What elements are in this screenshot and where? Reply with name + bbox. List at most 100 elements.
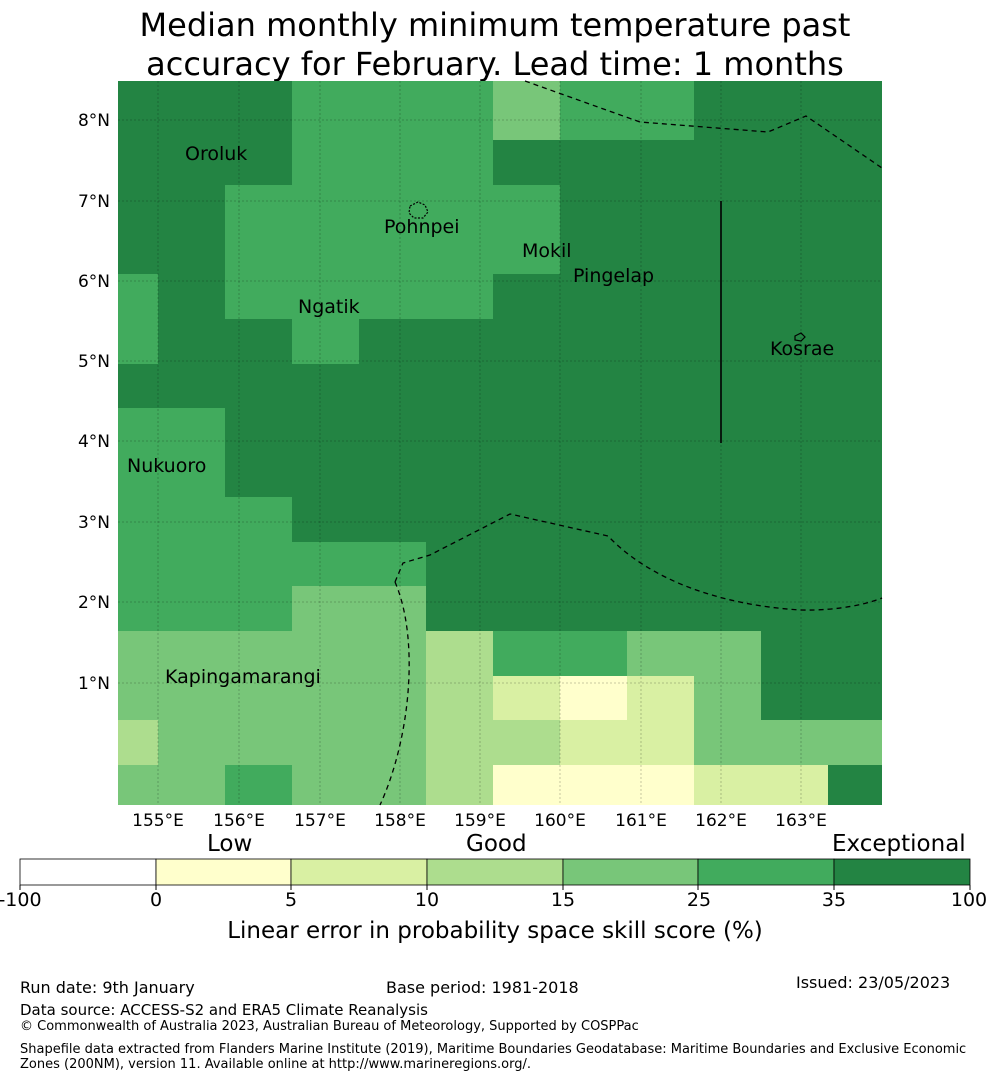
latitude-label: 1°N: [78, 674, 110, 694]
skill-cell: [225, 720, 292, 765]
skill-cell: [292, 631, 359, 676]
skill-cell: [560, 274, 627, 319]
skill-cell: [118, 140, 158, 185]
longitude-label: 158°E: [374, 811, 426, 831]
skill-cell: [828, 140, 882, 185]
colorbar-caption-exceptional: Exceptional: [832, 831, 966, 857]
skill-cell: [118, 95, 158, 140]
skill-cell: [761, 81, 828, 95]
skill-cell: [118, 364, 158, 408]
skill-cell: [118, 542, 158, 586]
base-period: Base period: 1981-2018: [386, 978, 579, 997]
skill-cell: [694, 95, 761, 140]
skill-cell: [627, 408, 694, 453]
longitude-label: 161°E: [615, 811, 667, 831]
skill-cell: [426, 631, 493, 676]
skill-cell: [694, 408, 761, 453]
skill-cell: [694, 453, 761, 497]
skill-cell: [292, 140, 359, 185]
skill-cell: [359, 140, 426, 185]
skill-cell: [225, 364, 292, 408]
skill-cell: [225, 185, 292, 230]
skill-cell: [426, 274, 493, 319]
shapefile-credit: Shapefile data extracted from Flanders M…: [20, 1042, 967, 1072]
skill-cell: [359, 542, 426, 586]
skill-cell: [694, 274, 761, 319]
skill-cell: [118, 408, 158, 453]
skill-cell: [359, 364, 426, 408]
skill-cell: [426, 319, 493, 364]
skill-cell: [493, 81, 560, 95]
skill-cell: [694, 676, 761, 720]
skill-cell: [627, 95, 694, 140]
skill-cell: [560, 542, 627, 586]
skill-cell: [627, 586, 694, 631]
longitude-label: 156°E: [213, 811, 265, 831]
latitude-label: 5°N: [78, 352, 110, 372]
skill-cell: [493, 720, 560, 765]
skill-cell: [828, 364, 882, 408]
skill-cell: [694, 364, 761, 408]
skill-cell: [426, 676, 493, 720]
skill-cell: [627, 274, 694, 319]
place-label-kapingamarangi: Kapingamarangi: [165, 666, 321, 688]
skill-cell: [225, 230, 292, 274]
skill-cell: [359, 720, 426, 765]
skill-cell: [761, 364, 828, 408]
skill-cell: [292, 765, 359, 805]
skill-cell: [158, 408, 225, 453]
skill-cell: [694, 230, 761, 274]
skill-cell: [493, 230, 560, 274]
skill-cell: [292, 185, 359, 230]
skill-cell: [627, 319, 694, 364]
skill-cell: [761, 720, 828, 765]
place-label-kosrae: Kosrae: [770, 338, 834, 360]
colorbar-tick-label: 0: [149, 889, 163, 911]
skill-cell: [118, 497, 158, 542]
skill-cell: [158, 453, 225, 497]
skill-cell: [761, 274, 828, 319]
colorbar: [19, 858, 971, 890]
skill-cell: [694, 140, 761, 185]
longitude-label: 159°E: [454, 811, 506, 831]
latitude-label: 7°N: [78, 192, 110, 212]
skill-cell: [426, 720, 493, 765]
skill-cell: [158, 81, 225, 95]
skill-cell: [225, 408, 292, 453]
skill-cell: [828, 720, 882, 765]
skill-cell: [828, 676, 882, 720]
place-label-pingelap: Pingelap: [573, 265, 654, 287]
skill-cell: [426, 140, 493, 185]
skill-cell: [493, 676, 560, 720]
skill-cell: [560, 230, 627, 274]
skill-cell: [158, 720, 225, 765]
place-label-oroluk: Oroluk: [185, 143, 247, 165]
skill-cell: [627, 81, 694, 95]
skill-cell: [158, 497, 225, 542]
run-date: Run date: 9th January: [20, 978, 195, 997]
skill-cell: [560, 720, 627, 765]
skill-cell: [493, 274, 560, 319]
skill-cell: [225, 497, 292, 542]
skill-cell: [560, 140, 627, 185]
skill-cell: [761, 676, 828, 720]
skill-cell: [761, 765, 828, 805]
skill-cell: [359, 453, 426, 497]
skill-cell: [828, 185, 882, 230]
skill-cell: [694, 185, 761, 230]
latitude-labels: 8°N 7°N 6°N 5°N 4°N 3°N 2°N 1°N: [78, 111, 110, 694]
skill-cell: [627, 140, 694, 185]
longitude-label: 163°E: [775, 811, 827, 831]
skill-cell: [292, 408, 359, 453]
skill-cell: [694, 81, 761, 95]
skill-cell: [292, 586, 359, 631]
skill-cell: [426, 497, 493, 542]
skill-cell: [158, 765, 225, 805]
skill-cell: [359, 631, 426, 676]
skill-cell: [828, 230, 882, 274]
colorbar-tick-label: -100: [0, 889, 42, 911]
skill-cell: [627, 364, 694, 408]
colorbar-swatch: [833, 858, 971, 886]
skill-cell: [828, 95, 882, 140]
